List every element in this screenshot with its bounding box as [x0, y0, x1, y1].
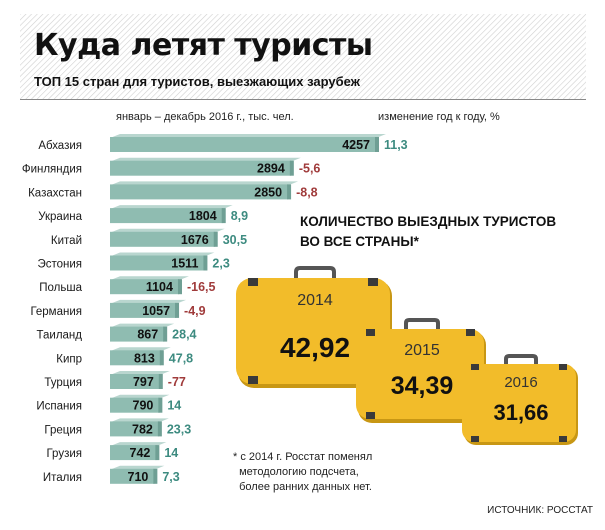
header-divider	[20, 99, 586, 100]
change-label: -8,8	[296, 185, 318, 199]
suitcase-2016: 2016 31,66	[462, 354, 580, 446]
change-label: -77	[168, 375, 186, 389]
total-year-2014: 2014	[297, 292, 333, 309]
change-label: 2,3	[212, 257, 229, 271]
value-label: 782	[132, 422, 153, 436]
category-label: Финляндия	[22, 164, 82, 176]
suitcase-icon	[462, 354, 578, 445]
bar	[110, 397, 160, 413]
bar	[110, 137, 376, 152]
bar-end-shade	[221, 208, 226, 224]
category-label: Польша	[39, 282, 82, 294]
bar-end-shade	[159, 350, 164, 366]
bar	[110, 160, 291, 176]
change-label: -16,5	[187, 280, 216, 294]
total-year-2016: 2016	[504, 374, 538, 391]
suitcase-2014: 2014 42,92	[236, 266, 394, 390]
value-label: 813	[134, 351, 155, 365]
value-label: 4257	[342, 138, 370, 152]
change-label: 23,3	[167, 422, 191, 436]
bar	[110, 374, 160, 389]
change-label: 14	[167, 399, 181, 413]
change-label: 11,3	[384, 138, 408, 152]
category-label: Турция	[44, 377, 82, 389]
category-label: Кипр	[56, 353, 82, 365]
change-label: 7,3	[162, 470, 179, 484]
change-label: -5,6	[299, 162, 321, 176]
bar-end-shade	[163, 326, 168, 342]
category-label: Таиланд	[37, 330, 83, 342]
value-label: 1057	[142, 304, 170, 318]
bar	[110, 255, 205, 271]
value-label: 1511	[171, 257, 198, 271]
category-label: Казахстан	[28, 187, 82, 199]
bar-end-shade	[155, 445, 160, 461]
bar-end-shade	[375, 137, 379, 152]
bar-end-shade	[153, 468, 158, 484]
category-label: Италия	[43, 472, 82, 484]
bar	[110, 468, 155, 484]
change-label: 30,5	[223, 233, 247, 247]
bar-end-shade	[287, 184, 292, 200]
suitcase-icon	[236, 266, 392, 388]
bar-end-shade	[175, 302, 180, 318]
change-label: -4,9	[184, 304, 206, 318]
bar-end-shade	[158, 374, 163, 389]
value-label: 742	[130, 446, 151, 460]
category-label: Греция	[44, 424, 82, 436]
bar-end-shade	[158, 397, 163, 413]
total-value-2016: 31,66	[493, 400, 549, 425]
value-label: 2850	[254, 185, 282, 199]
bar	[110, 231, 215, 247]
bar	[110, 184, 289, 200]
category-label: Украина	[38, 211, 82, 223]
value-label: 1104	[146, 280, 173, 294]
category-label: Эстония	[37, 259, 82, 271]
value-label: 2894	[257, 162, 285, 176]
bar-end-shade	[177, 279, 182, 295]
column-header-value: январь – декабрь 2016 г., тыс. чел.	[116, 111, 294, 123]
suitcase-icon	[356, 318, 486, 423]
page-title: Куда летят туристы	[34, 28, 373, 63]
totals-label: КОЛИЧЕСТВО ВЫЕЗДНЫХ ТУРИСТОВ ВО ВСЕ СТРА…	[300, 212, 570, 252]
bar	[110, 421, 159, 437]
bar-end-shade	[157, 421, 162, 437]
bar-end-shade	[203, 255, 208, 271]
total-value-2014: 42,92	[279, 332, 351, 363]
totals-label-text: КОЛИЧЕСТВО ВЫЕЗДНЫХ ТУРИСТОВ ВО ВСЕ СТРА…	[300, 214, 557, 249]
page-subtitle: ТОП 15 стран для туристов, выезжающих за…	[34, 74, 360, 89]
value-label: 797	[133, 375, 154, 389]
change-label: 28,4	[172, 328, 196, 342]
category-label: Абхазия	[38, 140, 82, 152]
change-label: 8,9	[231, 209, 248, 223]
value-label: 790	[133, 399, 154, 413]
value-label: 1676	[181, 233, 209, 247]
bar	[110, 208, 223, 224]
category-label: Грузия	[46, 448, 82, 460]
column-header-change: изменение год к году, %	[378, 111, 500, 123]
category-label: Испания	[36, 401, 82, 413]
value-label: 1804	[189, 209, 217, 223]
change-label: 14	[164, 446, 178, 460]
value-label: 867	[137, 328, 158, 342]
bar-end-shade	[289, 160, 294, 176]
change-label: 47,8	[169, 351, 193, 365]
total-year-2015: 2015	[404, 342, 440, 359]
bar-end-shade	[213, 231, 218, 247]
footnote: * с 2014 г. Росстат поменял методологию …	[233, 451, 373, 493]
bar	[110, 302, 177, 318]
header-hatch-pattern	[20, 14, 586, 100]
category-label: Германия	[30, 306, 82, 318]
bar	[110, 445, 157, 461]
bar	[110, 279, 179, 295]
category-label: Китай	[51, 235, 82, 247]
source-label: ИСТОЧНИК: РОССТАТ	[487, 505, 593, 516]
total-value-2015: 34,39	[390, 372, 454, 400]
value-label: 710	[128, 470, 149, 484]
suitcase-2015: 2015 34,39	[356, 318, 488, 424]
bar	[110, 350, 161, 366]
bar	[110, 326, 165, 342]
